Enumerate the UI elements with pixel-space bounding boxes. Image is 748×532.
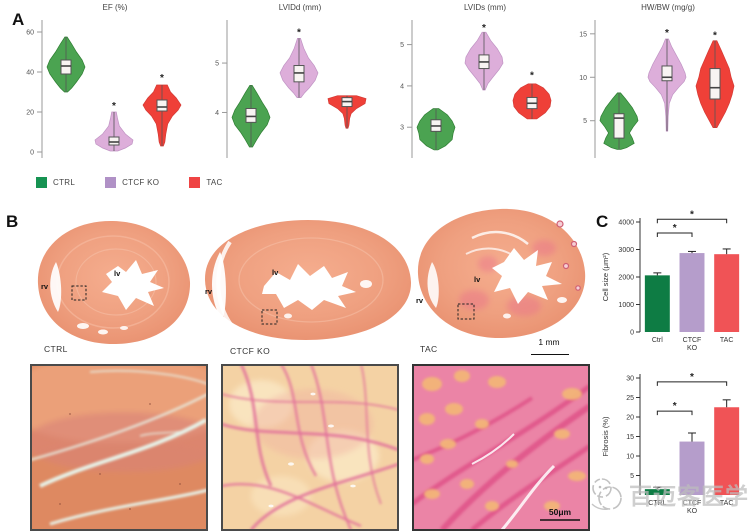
svg-text:20: 20	[626, 415, 634, 422]
legend: CTRL CTCF KO TAC	[36, 177, 223, 188]
svg-text:5: 5	[215, 61, 219, 68]
svg-text:*: *	[713, 31, 717, 42]
legend-item-ctrl: CTRL	[36, 177, 75, 188]
svg-text:*: *	[160, 73, 164, 84]
svg-text:CTRL: CTRL	[648, 500, 666, 507]
cell-size-bar-chart: Cell size (μm²) 0 1000 2000 3000 4000 Ctrl CTCF…	[601, 210, 740, 352]
svg-text:TAC: TAC	[720, 500, 733, 507]
lv-label: lv	[474, 275, 481, 284]
svg-text:5: 5	[400, 42, 404, 49]
svg-text:*: *	[112, 101, 116, 112]
tac-section-label: TAC	[420, 344, 438, 354]
svg-text:0: 0	[630, 330, 634, 337]
svg-text:EF (%): EF (%)	[103, 3, 128, 12]
ctrl-heart-section-image: rv lv	[37, 220, 191, 345]
svg-text:25: 25	[626, 395, 634, 402]
rv-label: rv	[205, 287, 213, 296]
svg-text:*: *	[673, 223, 677, 234]
svg-text:20: 20	[26, 110, 34, 117]
inset-box	[457, 303, 475, 320]
svg-text:*: *	[690, 210, 694, 220]
svg-text:*: *	[482, 23, 486, 34]
svg-text:4: 4	[400, 83, 404, 90]
vessel-rings	[556, 220, 581, 291]
svg-text:KO: KO	[687, 345, 698, 352]
legend-item-ctcf-ko: CTCF KO	[105, 177, 159, 188]
ef-violin-chart: EF (%) 0 20 40 60 * *	[26, 3, 182, 158]
tac-color-swatch	[189, 177, 201, 188]
svg-text:*: *	[690, 372, 694, 383]
ctcf-ko-color-swatch	[105, 177, 117, 188]
svg-text:4000: 4000	[618, 220, 634, 227]
legend-label: CTCF KO	[122, 178, 160, 187]
svg-text:*: *	[673, 401, 677, 412]
tac-histology-crop-image: 50μm	[412, 364, 590, 531]
svg-text:CTCF: CTCF	[683, 500, 702, 507]
ctrl-histology-crop-image	[30, 364, 208, 531]
lv-label: lv	[114, 269, 121, 278]
lv-label: lv	[272, 268, 279, 277]
svg-text:Cell size (μm²): Cell size (μm²)	[601, 252, 610, 301]
svg-text:LVIDs (mm): LVIDs (mm)	[464, 3, 506, 12]
svg-text:15: 15	[579, 31, 587, 38]
scale-bar-label: 1 mm	[538, 337, 560, 347]
rv-label: rv	[416, 296, 424, 305]
svg-text:15: 15	[626, 434, 634, 441]
svg-text:0: 0	[30, 150, 34, 157]
svg-text:TAC: TAC	[720, 337, 733, 344]
legend-label: TAC	[206, 178, 223, 187]
svg-text:10: 10	[626, 454, 634, 461]
panel-c-label: C	[596, 212, 609, 231]
svg-text:4: 4	[215, 110, 219, 117]
svg-text:10: 10	[579, 75, 587, 82]
inset-box	[71, 285, 87, 301]
svg-text:3: 3	[400, 125, 404, 132]
inset-box	[261, 309, 278, 325]
svg-text:*: *	[665, 28, 669, 39]
lvidd-violin-chart: LVIDd (mm) 4 5 *	[215, 3, 367, 158]
svg-text:30: 30	[626, 376, 634, 383]
ctcf-ko-heart-section-image: rv lv	[204, 220, 412, 340]
svg-text:Ctrl: Ctrl	[652, 337, 663, 344]
scale-bar-line	[531, 354, 569, 355]
hwbw-violin-chart: HW/BW (mg/g) 5 10 15 * *	[579, 3, 735, 158]
svg-text:5: 5	[583, 118, 587, 125]
svg-text:3000: 3000	[618, 247, 634, 254]
svg-text:40: 40	[26, 70, 34, 77]
svg-text:CTCF: CTCF	[683, 337, 702, 344]
svg-text:*: *	[530, 71, 534, 82]
panel-b-label: B	[6, 212, 19, 231]
svg-text:LVIDd (mm): LVIDd (mm)	[279, 3, 322, 12]
svg-text:HW/BW (mg/g): HW/BW (mg/g)	[641, 3, 695, 12]
svg-text:Fibrosis (%): Fibrosis (%)	[601, 416, 610, 457]
rv-label: rv	[41, 282, 49, 291]
ctrl-color-swatch	[36, 177, 47, 188]
ctcf-ko-histology-crop-image	[221, 364, 399, 531]
svg-text:60: 60	[26, 30, 34, 37]
legend-item-tac: TAC	[189, 177, 222, 188]
legend-label: CTRL	[53, 178, 76, 187]
ctcf-ko-section-label: CTCF KO	[230, 346, 271, 356]
lvids-violin-chart: LVIDs (mm) 3 4 5 * *	[400, 3, 552, 158]
tac-heart-section-image: rv lv	[416, 208, 586, 339]
panel-a-label: A	[12, 10, 25, 29]
svg-text:*: *	[297, 27, 301, 38]
svg-text:2000: 2000	[618, 275, 634, 282]
svg-text:KO: KO	[687, 508, 698, 515]
svg-text:5: 5	[630, 473, 634, 480]
svg-text:1000: 1000	[618, 302, 634, 309]
ctrl-section-label: CTRL	[44, 344, 68, 354]
crop-scale-bar-label: 50μm	[549, 507, 572, 517]
